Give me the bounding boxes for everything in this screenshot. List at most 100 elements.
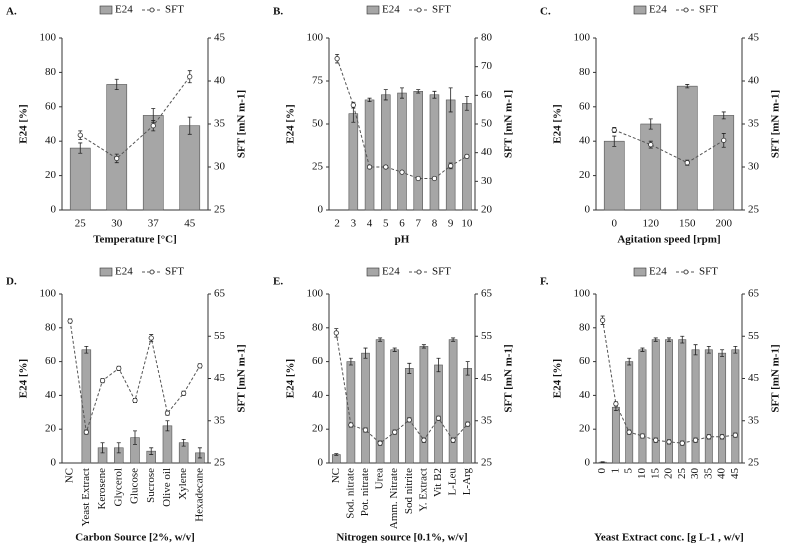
- bar: [413, 91, 423, 211]
- panel-label: E.: [273, 276, 283, 288]
- error-bar: [432, 90, 437, 99]
- sft-marker: [399, 169, 405, 175]
- x-tick-label: 45: [184, 218, 196, 230]
- y2-axis-label: SFT [mN m-1]: [503, 344, 515, 412]
- sft-marker: [132, 397, 138, 404]
- sft-line: [614, 129, 725, 164]
- bar: [676, 85, 698, 211]
- sft-marker: [77, 132, 83, 138]
- bar: [381, 94, 391, 211]
- sft-marker: [431, 175, 438, 182]
- error-bar: [378, 337, 383, 342]
- sft-marker: [648, 142, 654, 148]
- x-tick-label: 30: [689, 468, 701, 480]
- sft-line: [335, 332, 469, 444]
- y-tick-label: 0: [318, 204, 324, 216]
- bar: [404, 368, 414, 464]
- sft-marker: [706, 434, 712, 440]
- x-tick-label: L-Arg: [461, 468, 473, 496]
- y-axis-label: E24 [%]: [552, 359, 564, 398]
- y-tick-label: 60: [579, 355, 591, 367]
- error-bar: [612, 135, 617, 147]
- y2-tick-label: 80: [481, 32, 493, 44]
- y-tick-label: 100: [40, 288, 57, 300]
- bar: [651, 339, 660, 464]
- y2-tick-label: 50: [481, 118, 493, 130]
- x-tick-label: 5: [383, 218, 389, 230]
- sft-marker: [83, 429, 89, 435]
- y-tick-label: 75: [312, 75, 324, 87]
- y2-axis-label: SFT [mN m-1]: [503, 90, 515, 158]
- y2-tick-label: 40: [748, 75, 760, 87]
- error-bar: [114, 78, 119, 90]
- legend-marker: [416, 7, 422, 13]
- y-tick-label: 20: [45, 169, 57, 181]
- y-tick-label: 40: [45, 135, 57, 147]
- error-bar: [84, 345, 89, 354]
- x-tick-label: 25: [676, 468, 688, 480]
- error-bar: [640, 347, 645, 352]
- panel-label: B.: [273, 6, 283, 18]
- y2-tick-label: 70: [481, 60, 493, 72]
- x-tick-label: Yeast Extract: [80, 468, 92, 526]
- sft-marker: [435, 415, 442, 421]
- panel-label: D.: [6, 276, 17, 288]
- bar: [704, 349, 713, 464]
- legend-marker: [683, 269, 689, 275]
- x-tick-label: 150: [679, 218, 696, 230]
- x-tick-label: Hexadecane: [193, 468, 205, 522]
- sft-marker: [197, 363, 203, 369]
- bar: [81, 349, 92, 464]
- sft-marker: [679, 440, 685, 446]
- x-tick-label: 15: [649, 468, 661, 480]
- x-axis-label: pH: [395, 234, 410, 246]
- y-tick-label: 25: [312, 161, 324, 173]
- x-tick-label: 5: [623, 468, 635, 474]
- x-tick-label: Amm. Nitrate: [388, 468, 400, 529]
- sft-marker: [99, 378, 106, 384]
- legend-swatch: [366, 5, 380, 15]
- x-tick-label: 40: [716, 468, 728, 480]
- error-bar: [407, 362, 412, 374]
- y2-tick-label: 65: [481, 288, 493, 300]
- legend-label: SFT: [165, 4, 184, 16]
- sft-marker: [666, 439, 672, 445]
- sft-marker: [626, 429, 632, 435]
- bar: [390, 349, 400, 464]
- x-tick-label: Glucose: [129, 468, 141, 504]
- legend-marker: [683, 7, 689, 13]
- error-bar: [436, 357, 441, 373]
- y2-tick-label: 55: [748, 330, 760, 342]
- y-tick-label: 80: [579, 321, 591, 333]
- error-bar: [720, 349, 725, 357]
- error-bar: [653, 337, 658, 342]
- error-bar: [367, 97, 372, 103]
- y2-tick-label: 30: [214, 161, 226, 173]
- error-bar: [667, 337, 671, 342]
- sft-marker: [415, 175, 421, 182]
- x-tick-label: Glycerol: [112, 468, 124, 506]
- x-tick-label: Sucrose: [145, 468, 157, 503]
- y2-tick-label: 45: [748, 372, 760, 384]
- legend-label: E24: [382, 266, 400, 278]
- y-tick-label: 0: [318, 457, 324, 469]
- x-tick-label: Urea: [374, 468, 386, 489]
- bar: [331, 454, 341, 464]
- sft-marker: [653, 437, 659, 443]
- x-tick-label: 0: [596, 468, 608, 474]
- sft-marker: [464, 153, 470, 159]
- sft-marker: [150, 123, 156, 129]
- x-tick-label: L-Leu: [447, 468, 459, 496]
- sft-marker: [719, 434, 725, 440]
- x-tick-label: 3: [351, 218, 357, 230]
- sft-marker: [116, 365, 122, 371]
- bar: [361, 352, 370, 464]
- x-tick-label: 8: [432, 218, 438, 230]
- error-bar: [416, 89, 421, 94]
- y2-tick-label: 25: [481, 457, 493, 469]
- x-axis-label: Carbon Source [2%, w/v]: [75, 532, 195, 544]
- legend-label: SFT: [699, 4, 718, 16]
- y-tick-label: 40: [579, 135, 591, 147]
- y-tick-label: 80: [45, 321, 57, 333]
- y2-tick-label: 35: [214, 414, 226, 426]
